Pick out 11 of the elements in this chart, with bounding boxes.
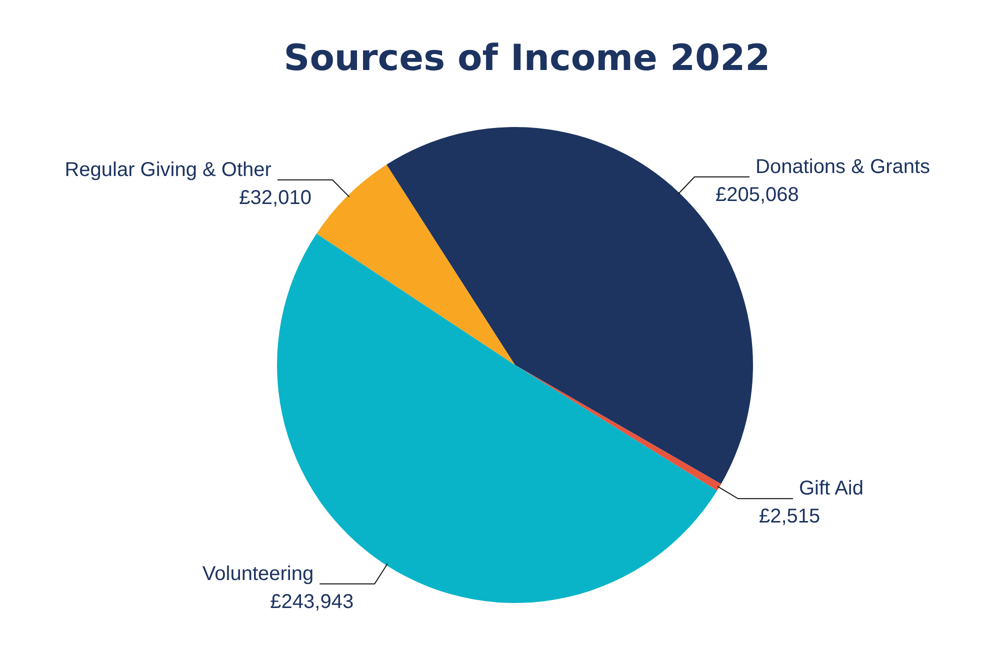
data-label: £2,515 xyxy=(759,506,820,528)
pie-slice xyxy=(515,365,722,491)
data-label: £32,010 xyxy=(239,186,312,209)
slice-label: Regular Giving & Other xyxy=(64,158,272,181)
slice-label: Donations & Grants xyxy=(756,156,930,178)
slice-label: Volunteering xyxy=(202,562,314,585)
data-label: £205,068 xyxy=(716,184,799,206)
slice-label: Gift Aid xyxy=(799,478,864,500)
chart-title: Sources of Income 2022 xyxy=(282,38,772,79)
pie-slice xyxy=(316,164,515,365)
data-label: £243,943 xyxy=(270,590,354,613)
